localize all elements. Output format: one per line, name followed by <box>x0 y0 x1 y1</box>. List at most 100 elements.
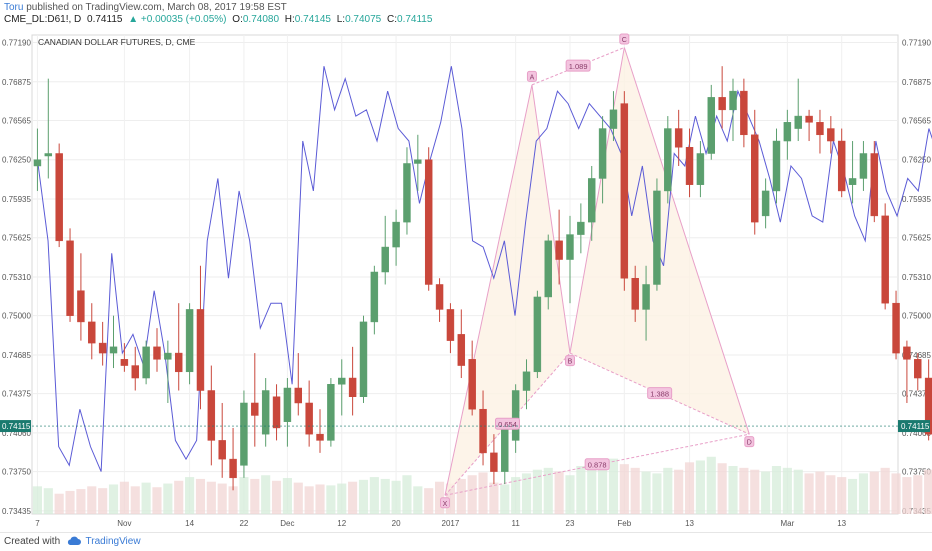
candle-body <box>468 359 476 410</box>
volume-bar <box>87 486 97 514</box>
candle-body <box>294 387 303 404</box>
y-tick-label-right: 0.74375 <box>902 390 931 399</box>
volume-bar <box>348 481 358 514</box>
candle-body <box>66 240 74 316</box>
y-tick-label-left: 0.73750 <box>2 468 31 477</box>
current-price-tag-left <box>0 420 31 433</box>
candle-body <box>881 215 889 304</box>
candle-body <box>827 128 835 142</box>
candle-body <box>805 115 813 123</box>
pattern-ratio-label: 0.654 <box>498 420 517 429</box>
volume-bar <box>576 466 586 514</box>
volume-bar <box>369 477 379 514</box>
candle-body <box>98 342 107 354</box>
y-tick-label-left: 0.76250 <box>2 156 31 165</box>
volume-bar <box>54 493 64 514</box>
volume-bar <box>402 475 412 514</box>
volume-bar <box>761 471 771 514</box>
volume-bar <box>380 478 390 514</box>
y-tick-label-left: 0.73435 <box>2 507 31 516</box>
candle-body <box>424 159 433 285</box>
candle-body <box>642 284 650 310</box>
pattern-leg <box>444 84 533 496</box>
candle-body <box>566 234 574 260</box>
volume-bar <box>695 460 705 514</box>
candlestick-chart[interactable]: 0.77190 0.77190 0.76875 0.76875 0.76565 0.765… <box>0 27 932 532</box>
created-with: Created with TradingView <box>4 536 141 547</box>
volume-bar <box>239 477 249 514</box>
volume-bar <box>206 481 216 514</box>
y-tick-label-right: 0.73750 <box>902 468 931 477</box>
candle-body <box>620 103 629 279</box>
volume-bar <box>435 481 445 514</box>
published-text: published on TradingView.com, March 08, … <box>26 2 287 13</box>
volume-bar <box>641 471 651 514</box>
volume-bar <box>554 471 564 514</box>
volume-bar <box>315 484 325 514</box>
volume-bar <box>228 486 238 514</box>
volume-bar <box>706 456 716 514</box>
candle-body <box>892 302 900 354</box>
x-tick-label: 23 <box>566 519 575 528</box>
x-tick-label: 20 <box>392 519 401 528</box>
x-tick-label: 13 <box>837 519 846 528</box>
volume-bar <box>326 485 336 514</box>
candle-body <box>305 402 313 435</box>
candle-body <box>511 390 520 441</box>
volume-bar <box>174 480 184 514</box>
author-link[interactable]: Toru <box>4 2 24 13</box>
chart-title: CANADIAN DOLLAR FUTURES, D, CME <box>38 37 196 47</box>
candle-body <box>435 284 444 310</box>
pattern-ratio-line <box>569 352 750 435</box>
footer: Created with TradingView <box>0 532 932 551</box>
volume-bar <box>489 482 499 514</box>
volume-bar <box>674 469 684 514</box>
y-tick-label-right: 0.75310 <box>902 273 931 282</box>
x-tick-label: 11 <box>511 519 520 528</box>
volume-bar <box>565 475 575 514</box>
volume-bar <box>271 480 282 514</box>
volume-bar <box>924 469 932 514</box>
y-tick-label-right: 0.76565 <box>902 116 931 125</box>
pattern-ratio-label: 1.089 <box>569 62 588 71</box>
y-tick-label-right: 0.74685 <box>902 351 931 360</box>
volume-bar <box>587 469 597 514</box>
pattern-xab-fill <box>445 84 570 496</box>
candle-body <box>729 90 737 111</box>
y-tick-label-right: 0.75625 <box>902 234 931 243</box>
candle-body <box>707 97 716 154</box>
volume-bar <box>456 478 466 514</box>
pattern-ratio-label: 0.878 <box>588 461 607 470</box>
volume-bar <box>282 478 292 514</box>
candle-body <box>185 309 194 373</box>
x-tick-label: 12 <box>337 519 346 528</box>
volume-bar <box>608 458 619 514</box>
y-tick-label-right: 0.75000 <box>902 312 931 321</box>
pattern-point-label: D <box>747 440 752 447</box>
candle-body <box>370 271 379 323</box>
volume-bar <box>32 486 42 514</box>
created-with-text: Created with <box>4 536 61 547</box>
volume-bar <box>108 484 119 514</box>
chart-area[interactable]: 0.77190 0.77190 0.76875 0.76875 0.76565 0.765… <box>0 27 932 532</box>
candle-body <box>164 352 172 360</box>
volume-bar <box>445 483 455 514</box>
volume-bar <box>869 471 879 514</box>
volume-bar <box>771 466 782 514</box>
x-tick-label: 7 <box>35 519 40 528</box>
x-tick-label: 2017 <box>442 519 460 528</box>
pattern-point-label: A <box>530 74 535 81</box>
y-tick-label-right: 0.76875 <box>902 78 931 87</box>
candle-body <box>718 97 726 111</box>
pattern-point-badge <box>440 497 450 509</box>
volume-bar <box>141 482 151 514</box>
publish-line: Toru published on TradingView.com, March… <box>4 2 287 13</box>
pattern-ratio-line <box>531 47 625 86</box>
candle-body <box>924 377 932 435</box>
tradingview-link[interactable]: TradingView <box>85 536 141 547</box>
y-tick-label-left: 0.76875 <box>2 78 31 87</box>
candle-body <box>794 115 802 129</box>
candle-body <box>359 321 368 397</box>
candle-body <box>903 346 911 360</box>
candle-body <box>316 433 324 441</box>
